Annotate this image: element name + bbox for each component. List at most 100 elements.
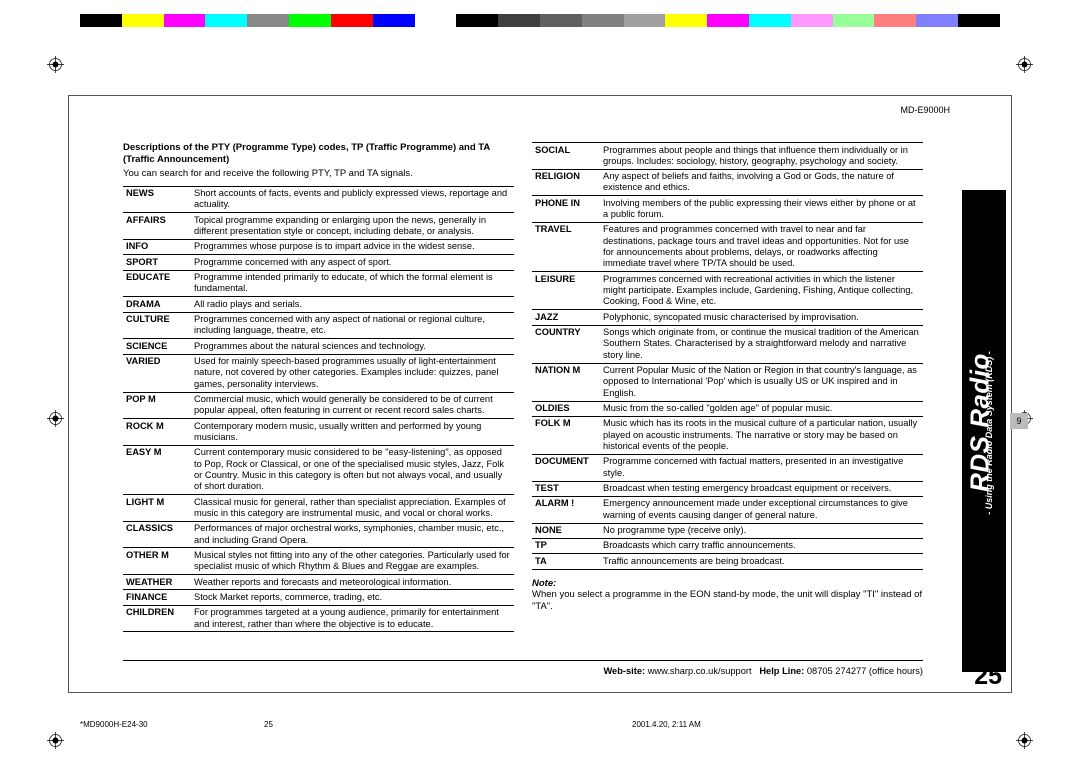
color-swatch (456, 14, 498, 27)
table-row: RELIGIONAny aspect of beliefs and faiths… (532, 169, 923, 196)
note-label: Note: (532, 578, 556, 589)
pty-code: WEATHER (123, 575, 191, 590)
color-swatch (874, 14, 916, 27)
left-column: Descriptions of the PTY (Programme Type)… (123, 142, 514, 632)
table-row: POP MCommercial music, which would gener… (123, 392, 514, 419)
tab-subtitle: - Using the Radio Data System (RDS) - (984, 328, 994, 538)
table-row: SOCIALProgrammes about people and things… (532, 143, 923, 170)
color-swatch (373, 14, 415, 27)
web-label: Web-site: (603, 666, 645, 676)
pty-desc: Programme intended primarily to educate,… (191, 270, 514, 297)
print-color-bar (80, 14, 1000, 27)
table-row: JAZZPolyphonic, syncopated music charact… (532, 310, 923, 325)
table-row: CULTUREProgrammes concerned with any asp… (123, 312, 514, 339)
pty-desc: All radio plays and serials. (191, 297, 514, 312)
pty-desc: For programmes targeted at a young audie… (191, 605, 514, 632)
pty-code: NATION M (532, 363, 600, 401)
color-swatch (289, 14, 331, 27)
color-swatch (415, 14, 457, 27)
footer-rule (123, 660, 923, 661)
pty-code: EDUCATE (123, 270, 191, 297)
pty-desc: Involving members of the public expressi… (600, 196, 923, 223)
model-label: MD-E9000H (900, 105, 950, 115)
pty-desc: Traffic announcements are being broadcas… (600, 554, 923, 569)
table-row: ROCK MContemporary modern music, usually… (123, 419, 514, 446)
right-column: SOCIALProgrammes about people and things… (532, 142, 923, 632)
pty-desc: Any aspect of beliefs and faiths, involv… (600, 169, 923, 196)
table-row: PHONE INInvolving members of the public … (532, 196, 923, 223)
pty-table-right: SOCIALProgrammes about people and things… (532, 142, 923, 570)
pty-desc: Used for mainly speech-based programmes … (191, 354, 514, 392)
pty-code: INFO (123, 239, 191, 254)
table-row: TESTBroadcast when testing emergency bro… (532, 481, 923, 496)
help-phone: 08705 274277 (office hours) (807, 666, 923, 676)
pty-code: FINANCE (123, 590, 191, 605)
pty-code: SOCIAL (532, 143, 600, 170)
reg-mark-br (1016, 732, 1033, 749)
table-row: EDUCATEProgramme intended primarily to e… (123, 270, 514, 297)
pty-code: DRAMA (123, 297, 191, 312)
pty-code: AFFAIRS (123, 213, 191, 240)
color-swatch (916, 14, 958, 27)
reg-mark-bl (47, 732, 64, 749)
table-row: TATraffic announcements are being broadc… (532, 554, 923, 569)
color-swatch (791, 14, 833, 27)
pty-desc: Contemporary modern music, usually writt… (191, 419, 514, 446)
pty-code: COUNTRY (532, 325, 600, 363)
table-row: CLASSICSPerformances of major orchestral… (123, 521, 514, 548)
table-row: FOLK MMusic which has its roots in the m… (532, 416, 923, 454)
note-block: Note: When you select a programme in the… (532, 578, 923, 614)
pty-desc: Commercial music, which would generally … (191, 392, 514, 419)
table-row: OTHER MMusical styles not fitting into a… (123, 548, 514, 575)
table-row: LEISUREProgrammes concerned with recreat… (532, 272, 923, 310)
pty-desc: Topical programme expanding or enlarging… (191, 213, 514, 240)
pty-code: FOLK M (532, 416, 600, 454)
color-swatch (205, 14, 247, 27)
intro-heading: Descriptions of the PTY (Programme Type)… (123, 142, 514, 166)
pty-code: EASY M (123, 445, 191, 494)
table-row: TPBroadcasts which carry traffic announc… (532, 538, 923, 553)
table-row: AFFAIRSTopical programme expanding or en… (123, 213, 514, 240)
pty-code: NONE (532, 523, 600, 538)
pty-desc: Weather reports and forecasts and meteor… (191, 575, 514, 590)
pty-desc: Current contemporary music considered to… (191, 445, 514, 494)
pty-code: OTHER M (123, 548, 191, 575)
pty-code: TRAVEL (532, 222, 600, 271)
pty-code: CHILDREN (123, 605, 191, 632)
pty-code: OLDIES (532, 401, 600, 416)
table-row: ALARM !Emergency announcement made under… (532, 496, 923, 523)
pty-code: LEISURE (532, 272, 600, 310)
color-swatch (80, 14, 122, 27)
pty-code: ROCK M (123, 419, 191, 446)
intro-desc: You can search for and receive the follo… (123, 168, 514, 180)
pty-desc: No programme type (receive only). (600, 523, 923, 538)
pty-desc: Polyphonic, syncopated music characteris… (600, 310, 923, 325)
pty-code: PHONE IN (532, 196, 600, 223)
pty-desc: Broadcast when testing emergency broadca… (600, 481, 923, 496)
color-swatch (582, 14, 624, 27)
pty-desc: Programmes about people and things that … (600, 143, 923, 170)
pty-desc: Programmes concerned with recreational a… (600, 272, 923, 310)
color-swatch (624, 14, 666, 27)
web-url: www.sharp.co.uk/support (648, 666, 752, 676)
print-filename: *MD9000H-E24-30 (80, 720, 148, 729)
pty-code: TEST (532, 481, 600, 496)
pty-desc: Musical styles not fitting into any of t… (191, 548, 514, 575)
table-row: EASY MCurrent contemporary music conside… (123, 445, 514, 494)
pty-code: TA (532, 554, 600, 569)
table-row: FINANCEStock Market reports, commerce, t… (123, 590, 514, 605)
reg-mark-tl (47, 56, 64, 73)
pty-code: ALARM ! (532, 496, 600, 523)
color-swatch (833, 14, 875, 27)
pty-desc: Programmes about the natural sciences an… (191, 339, 514, 354)
pty-desc: Classical music for general, rather than… (191, 495, 514, 522)
pty-code: CULTURE (123, 312, 191, 339)
table-row: DOCUMENTProgramme concerned with factual… (532, 454, 923, 481)
pty-code: SCIENCE (123, 339, 191, 354)
section-number: 9 (1010, 413, 1028, 429)
pty-code: NEWS (123, 186, 191, 213)
pty-table-left: NEWSShort accounts of facts, events and … (123, 186, 514, 633)
pty-desc: Programme concerned with any aspect of s… (191, 255, 514, 270)
pty-desc: Features and programmes concerned with t… (600, 222, 923, 271)
color-swatch (122, 14, 164, 27)
